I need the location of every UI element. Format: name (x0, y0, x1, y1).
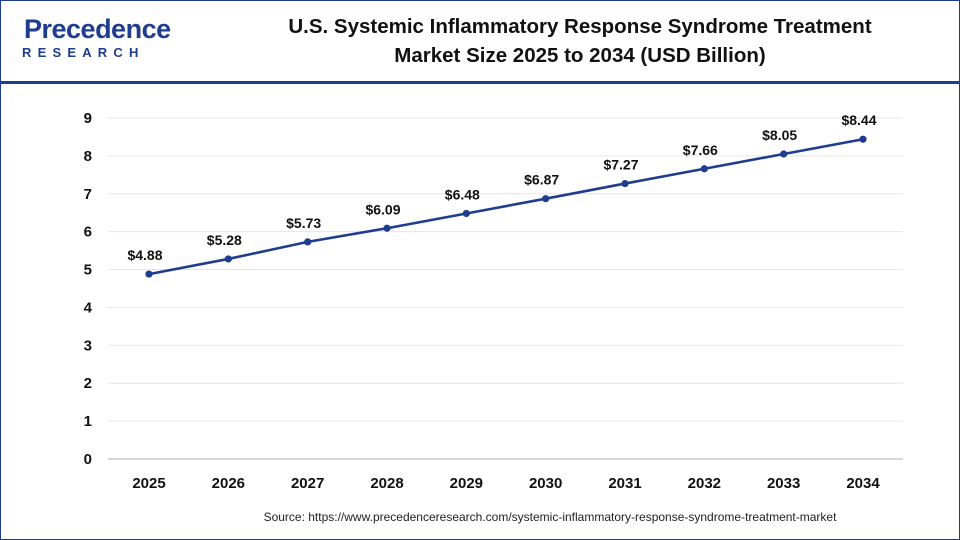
y-tick-label: 6 (84, 224, 92, 241)
x-tick-label: 2032 (688, 475, 721, 492)
data-point (542, 195, 550, 203)
data-label: $8.05 (762, 127, 797, 143)
logo-subtitle: RESEARCH (22, 45, 145, 60)
x-tick-label: 2026 (212, 475, 245, 492)
chart-title-line-1: U.S. Systemic Inflammatory Response Synd… (288, 15, 872, 38)
data-label: $7.27 (603, 157, 638, 173)
data-point (145, 270, 153, 278)
data-point (621, 179, 629, 188)
x-tick-label: 2029 (450, 475, 483, 492)
data-label: $4.88 (127, 247, 162, 263)
x-tick-label: 2028 (370, 475, 403, 492)
data-label: $8.44 (841, 112, 876, 128)
y-tick-label: 4 (84, 299, 93, 316)
data-point (700, 165, 708, 173)
logo-wordmark: Precedence (24, 14, 171, 44)
data-label: $7.66 (683, 142, 718, 158)
y-tick-label: 1 (84, 413, 92, 430)
header-divider (0, 81, 960, 84)
y-tick-label: 3 (84, 337, 92, 354)
chart-title-line-2: Market Size 2025 to 2034 (USD Billion) (394, 44, 766, 67)
data-label: $6.48 (445, 186, 480, 202)
y-tick-label: 7 (84, 186, 92, 203)
data-label: $6.09 (365, 201, 400, 217)
chart-title: U.S. Systemic Inflammatory Response Synd… (205, 12, 955, 70)
y-tick-label: 9 (84, 110, 92, 127)
y-tick-label: 5 (84, 262, 92, 279)
x-tick-label: 2034 (846, 475, 880, 492)
data-point (224, 255, 232, 263)
line-chart: 0 1 2 3 4 5 6 7 8 9 2025 2026 2027 2028 2029 2030 2031 20… (84, 110, 903, 492)
data-label: $5.28 (207, 232, 242, 248)
x-tick-label: 2025 (132, 475, 165, 492)
precedence-research-logo: Precedence RESEARCH (14, 14, 171, 66)
y-tick-label: 8 (84, 148, 92, 165)
x-tick-label: 2030 (529, 475, 562, 492)
y-tick-label: 0 (84, 451, 92, 468)
data-point (859, 135, 867, 143)
x-tick-label: 2033 (767, 475, 800, 492)
data-label: $6.87 (524, 172, 559, 188)
data-point (462, 209, 470, 218)
data-point (780, 150, 788, 158)
y-tick-label: 2 (84, 375, 92, 392)
series-line (148, 137, 864, 276)
x-tick-label: 2027 (291, 475, 324, 492)
x-tick-label: 2031 (608, 475, 641, 492)
data-point (383, 224, 391, 232)
source-note: Source: https://www.precedenceresearch.c… (263, 510, 837, 524)
data-label: $5.73 (286, 215, 321, 231)
data-point (304, 238, 312, 246)
